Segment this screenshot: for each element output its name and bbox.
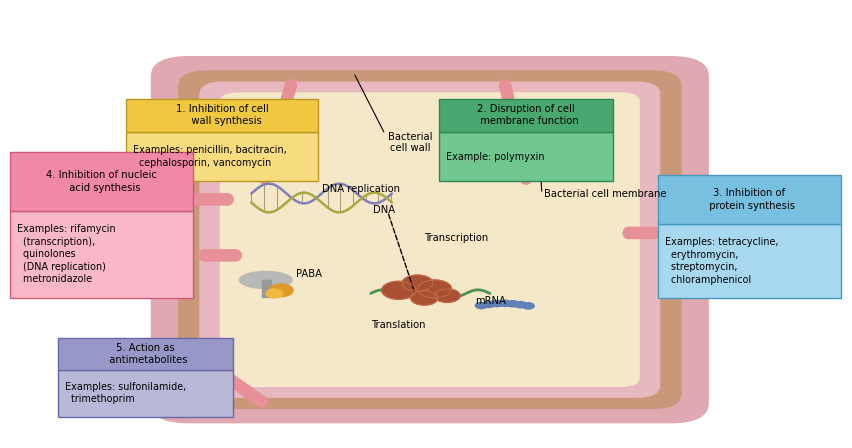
Text: Examples: sulfonilamide,
  trimethoprim: Examples: sulfonilamide, trimethoprim <box>65 382 186 404</box>
Circle shape <box>507 301 519 307</box>
Bar <box>58 338 233 370</box>
Circle shape <box>411 291 438 305</box>
Text: PABA: PABA <box>296 269 323 279</box>
Bar <box>658 175 841 224</box>
FancyBboxPatch shape <box>151 56 709 423</box>
Text: Bacterial
cell wall: Bacterial cell wall <box>388 132 432 153</box>
Text: Examples: penicillin, bacitracin,
  cephalosporin, vancomycin: Examples: penicillin, bacitracin, cephal… <box>133 145 286 168</box>
Text: 4. Inhibition of nucleic
  acid synthesis: 4. Inhibition of nucleic acid synthesis <box>46 170 158 193</box>
Bar <box>58 370 233 417</box>
Circle shape <box>515 302 527 308</box>
Circle shape <box>417 280 452 298</box>
FancyBboxPatch shape <box>220 92 640 387</box>
Circle shape <box>499 300 511 306</box>
Text: Examples: rifamycin
  (transcription),
  quinolones
  (DNA replication)
  metron: Examples: rifamycin (transcription), qui… <box>17 224 116 284</box>
Bar <box>439 99 613 132</box>
Text: Examples: tetracycline,
  erythromycin,
  streptomycin,
  chloramphenicol: Examples: tetracycline, erythromycin, st… <box>665 237 778 284</box>
Bar <box>658 224 841 298</box>
FancyBboxPatch shape <box>199 82 660 398</box>
Circle shape <box>382 281 416 299</box>
Text: Transcription: Transcription <box>424 233 488 243</box>
Text: Example: polymyxin: Example: polymyxin <box>446 151 544 162</box>
Text: 5. Action as
  antimetabolites: 5. Action as antimetabolites <box>103 343 187 365</box>
Bar <box>262 280 271 297</box>
Circle shape <box>483 301 495 307</box>
Circle shape <box>402 275 433 291</box>
Circle shape <box>266 289 283 298</box>
Bar <box>10 211 193 298</box>
Text: 3. Inhibition of
  protein synthesis: 3. Inhibition of protein synthesis <box>704 188 795 211</box>
Bar <box>10 152 193 211</box>
Text: 1. Inhibition of cell
   wall synthesis: 1. Inhibition of cell wall synthesis <box>176 104 268 126</box>
Circle shape <box>491 301 503 307</box>
Bar <box>126 132 318 181</box>
Bar <box>126 99 318 132</box>
Circle shape <box>269 284 293 297</box>
Bar <box>439 132 613 181</box>
Circle shape <box>522 303 534 309</box>
Circle shape <box>475 302 487 309</box>
Ellipse shape <box>239 271 292 289</box>
Text: Translation: Translation <box>371 320 426 330</box>
Text: DNA: DNA <box>373 205 395 215</box>
Text: Bacterial cell membrane: Bacterial cell membrane <box>544 189 666 199</box>
Circle shape <box>435 289 460 302</box>
FancyBboxPatch shape <box>178 70 682 409</box>
Text: 2. Disruption of cell
  membrane function: 2. Disruption of cell membrane function <box>474 104 579 126</box>
Text: DNA replication: DNA replication <box>322 184 400 194</box>
Text: mRNA: mRNA <box>475 296 506 306</box>
